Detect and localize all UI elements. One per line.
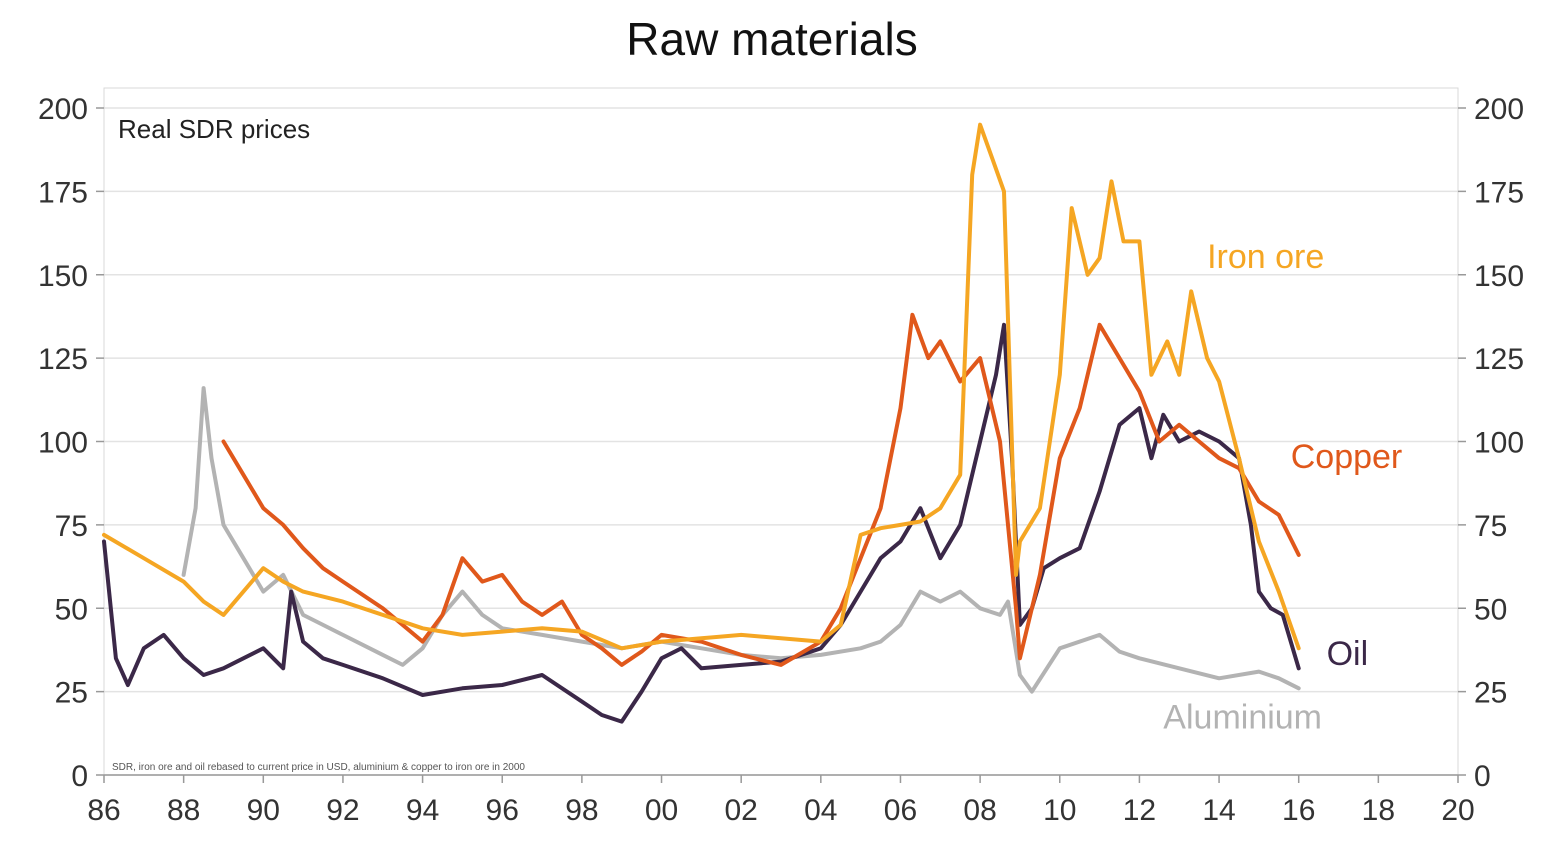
series-label-iron-ore: Iron ore [1207,238,1324,276]
y-tick-label-left: 150 [38,260,88,293]
y-tick-label-left: 50 [55,593,88,626]
y-tick-label-left: 100 [38,427,88,460]
chart-footnote: SDR, iron ore and oil rebased to current… [112,762,525,773]
y-tick-label-right: 0 [1474,760,1491,793]
y-tick-label-right: 75 [1474,510,1507,543]
series-line-copper [221,312,1301,667]
chart-title: Raw materials [626,13,918,65]
x-tick-label: 18 [1362,794,1395,827]
x-tick-label: 94 [406,794,439,827]
x-tick-label: 20 [1441,794,1474,827]
y-tick-label-left: 0 [71,760,88,793]
series-line-iron-ore [102,122,1301,651]
x-tick-label: 16 [1282,794,1315,827]
x-tick-label: 90 [247,794,280,827]
x-tick-label: 02 [724,794,757,827]
x-tick-label: 14 [1202,794,1235,827]
y-tick-label-left: 175 [38,176,88,209]
y-tick-label-right: 200 [1474,93,1524,126]
series-label-aluminium: Aluminium [1163,698,1322,736]
series-line-oil [102,322,1301,724]
x-tick-label: 12 [1123,794,1156,827]
x-tick-label: 86 [87,794,120,827]
x-tick-label: 10 [1043,794,1076,827]
y-tick-label-right: 125 [1474,343,1524,376]
x-tick-label: 96 [486,794,519,827]
y-tick-label-left: 25 [55,677,88,710]
y-tick-label-left: 125 [38,343,88,376]
series-line-aluminium [181,386,1301,694]
series-lines [102,122,1301,724]
y-tick-label-left: 200 [38,93,88,126]
x-tick-label: 92 [326,794,359,827]
x-tick-label: 88 [167,794,200,827]
y-tick-label-right: 100 [1474,427,1524,460]
x-tick-label: 00 [645,794,678,827]
gridlines [104,107,1458,776]
y-tick-label-right: 50 [1474,593,1507,626]
series-label-oil: Oil [1327,635,1369,673]
y-tick-label-left: 75 [55,510,88,543]
x-tick-label: 06 [884,794,917,827]
y-tick-label-right: 150 [1474,260,1524,293]
x-tick-label: 08 [963,794,996,827]
x-tick-label: 98 [565,794,598,827]
series-label-copper: Copper [1291,438,1403,476]
y-tick-label-right: 175 [1474,176,1524,209]
chart-subtitle: Real SDR prices [118,114,310,144]
x-tick-label: 04 [804,794,837,827]
y-tick-label-right: 25 [1474,677,1507,710]
